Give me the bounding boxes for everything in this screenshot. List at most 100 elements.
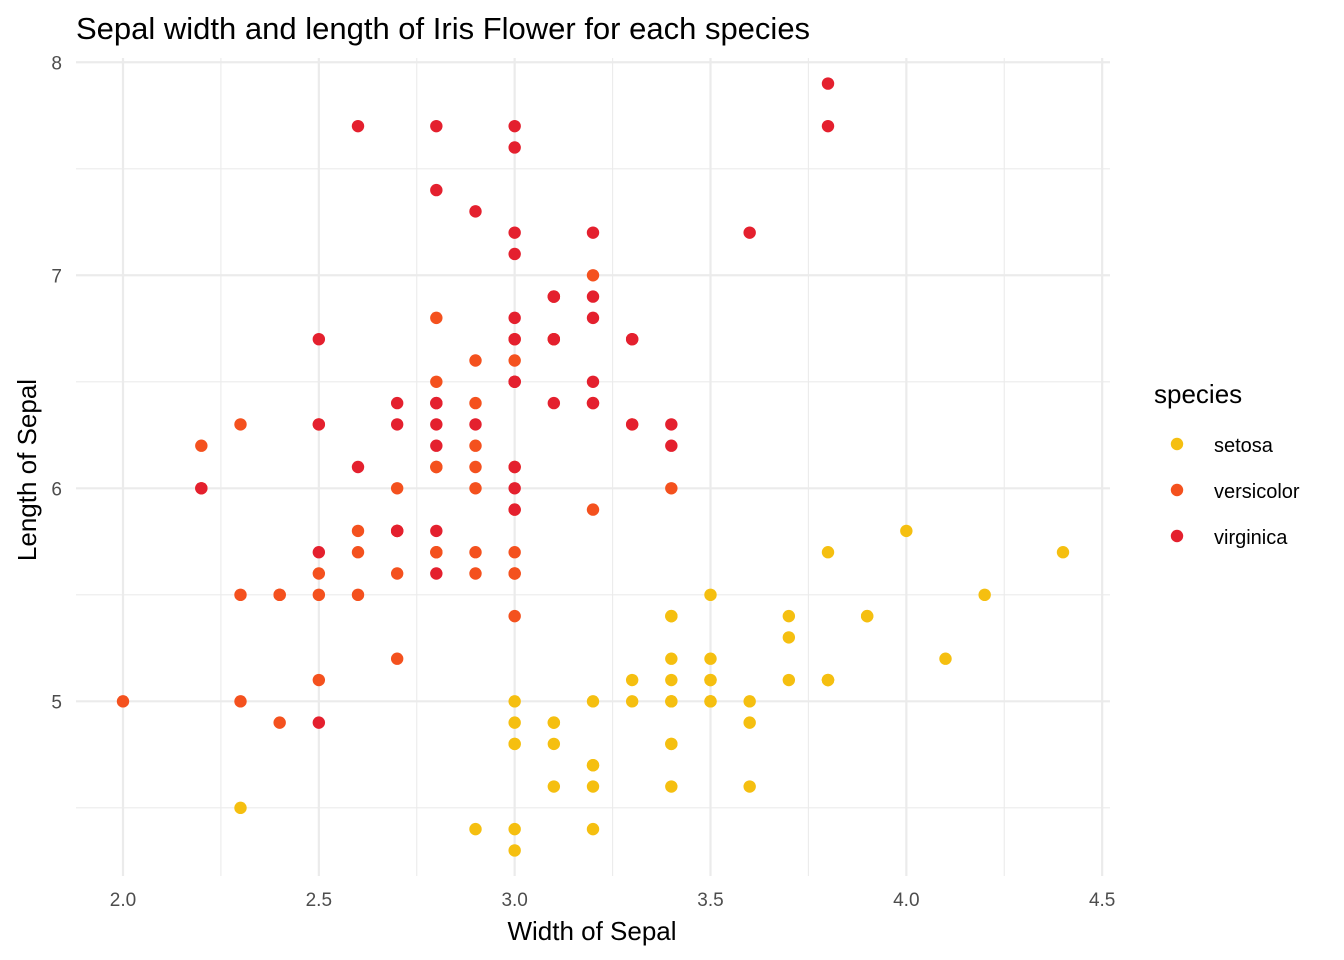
x-tick-label: 3.5 <box>697 890 723 911</box>
data-point-setosa <box>625 673 639 687</box>
y-tick-label: 8 <box>51 53 62 74</box>
data-point-setosa <box>508 737 521 751</box>
data-point-virginica <box>665 439 678 452</box>
data-points <box>116 77 1070 857</box>
data-point-setosa <box>821 546 835 559</box>
legend-key-setosa <box>1170 437 1184 451</box>
data-point-setosa <box>625 695 639 708</box>
data-point-setosa <box>743 716 756 729</box>
data-point-virginica <box>390 418 404 431</box>
data-point-virginica <box>743 226 756 239</box>
data-point-versicolor <box>351 546 365 559</box>
data-point-virginica <box>821 77 835 90</box>
x-axis-ticks: 2.0 2.5 3.0 3.5 4.0 4.5 <box>110 890 1116 911</box>
data-point-setosa <box>782 631 796 644</box>
data-point-versicolor <box>469 439 482 452</box>
x-tick-label: 4.0 <box>893 890 919 911</box>
data-point-versicolor <box>234 588 247 602</box>
data-point-setosa <box>234 801 247 815</box>
data-point-versicolor <box>390 482 404 495</box>
data-point-virginica <box>312 418 326 431</box>
data-point-versicolor <box>469 567 482 580</box>
data-point-setosa <box>508 695 521 708</box>
data-point-setosa <box>1056 546 1070 559</box>
data-point-virginica <box>508 119 521 133</box>
data-point-virginica <box>430 418 443 431</box>
data-point-versicolor <box>430 546 443 559</box>
data-point-virginica <box>586 375 600 388</box>
data-point-versicolor <box>273 588 286 602</box>
data-point-versicolor <box>508 567 521 580</box>
data-point-versicolor <box>508 354 521 367</box>
data-point-virginica <box>469 418 482 431</box>
data-point-virginica <box>351 119 365 133</box>
data-point-setosa <box>704 695 717 708</box>
data-point-versicolor <box>508 609 521 623</box>
data-point-versicolor <box>351 524 365 538</box>
data-point-setosa <box>743 695 756 708</box>
data-point-virginica <box>195 482 208 495</box>
legend-label-virginica: virginica <box>1214 527 1288 549</box>
data-point-virginica <box>586 290 600 303</box>
data-point-setosa <box>665 780 678 793</box>
y-tick-label: 7 <box>51 266 62 287</box>
legend-title: species <box>1154 379 1242 409</box>
data-point-versicolor <box>430 311 443 325</box>
data-point-virginica <box>469 205 482 218</box>
data-point-virginica <box>625 332 639 346</box>
data-point-versicolor <box>586 503 600 516</box>
data-point-versicolor <box>665 482 678 495</box>
data-point-virginica <box>430 439 443 452</box>
data-point-setosa <box>586 780 600 793</box>
legend-label-versicolor: versicolor <box>1214 481 1300 503</box>
x-tick-label: 2.5 <box>306 890 332 911</box>
y-tick-label: 5 <box>51 692 62 713</box>
data-point-virginica <box>508 332 521 346</box>
data-point-virginica <box>430 396 443 410</box>
data-point-setosa <box>782 673 796 687</box>
data-point-setosa <box>704 588 717 602</box>
data-point-virginica <box>508 503 521 516</box>
legend-label-setosa: setosa <box>1214 435 1274 457</box>
data-point-versicolor <box>195 439 208 452</box>
data-point-versicolor <box>116 695 130 708</box>
data-point-versicolor <box>469 396 482 410</box>
data-point-setosa <box>586 759 600 772</box>
data-point-virginica <box>547 396 561 410</box>
data-point-setosa <box>665 652 678 665</box>
data-point-virginica <box>508 141 521 154</box>
data-point-versicolor <box>430 375 443 388</box>
data-point-versicolor <box>469 546 482 559</box>
chart-title: Sepal width and length of Iris Flower fo… <box>76 11 810 46</box>
data-point-setosa <box>508 822 521 836</box>
data-point-virginica <box>508 226 521 239</box>
data-point-versicolor <box>390 652 404 665</box>
data-point-virginica <box>586 311 600 325</box>
data-point-setosa <box>547 716 561 729</box>
data-point-virginica <box>547 290 561 303</box>
data-point-versicolor <box>469 482 482 495</box>
data-point-setosa <box>743 780 756 793</box>
x-tick-label: 3.0 <box>501 890 527 911</box>
data-point-setosa <box>821 673 835 687</box>
data-point-versicolor <box>312 588 326 602</box>
x-tick-label: 2.0 <box>110 890 136 911</box>
x-axis-title: Width of Sepal <box>507 916 676 946</box>
x-tick-label: 4.5 <box>1089 890 1115 911</box>
data-point-virginica <box>312 332 326 346</box>
data-point-setosa <box>782 609 796 623</box>
data-point-virginica <box>430 183 443 197</box>
data-point-setosa <box>665 673 678 687</box>
data-point-versicolor <box>273 716 286 729</box>
data-point-setosa <box>665 737 678 751</box>
legend-key-versicolor <box>1170 483 1184 497</box>
data-point-setosa <box>665 609 678 623</box>
data-point-virginica <box>821 119 835 133</box>
data-point-virginica <box>508 460 521 474</box>
data-point-setosa <box>586 822 600 836</box>
data-point-setosa <box>978 588 991 602</box>
data-point-setosa <box>900 524 913 538</box>
data-point-virginica <box>508 375 521 388</box>
data-point-virginica <box>508 311 521 325</box>
